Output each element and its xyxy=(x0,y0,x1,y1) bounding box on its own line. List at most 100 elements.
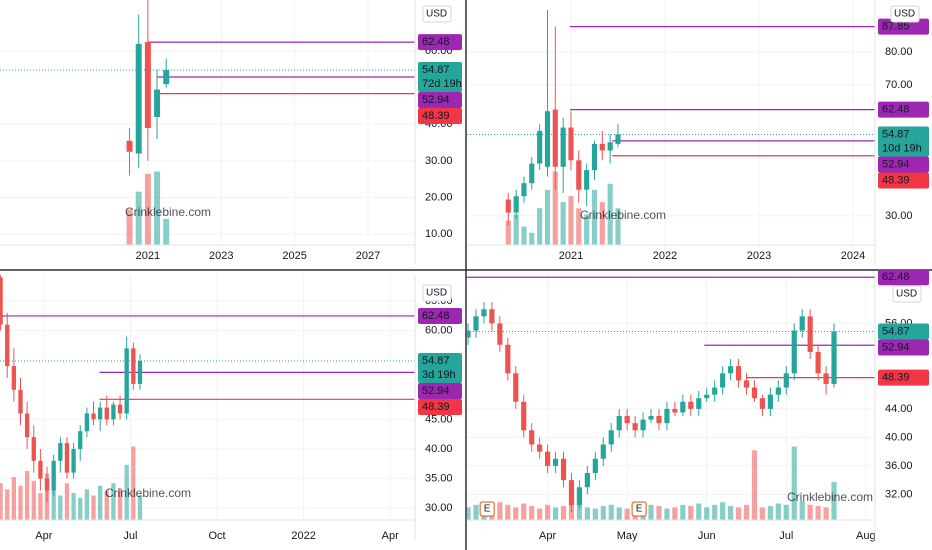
candle-body xyxy=(576,487,583,506)
candle-body xyxy=(505,199,511,213)
candle-body xyxy=(759,398,766,409)
candle-body xyxy=(624,416,630,424)
volume-bar xyxy=(712,504,718,520)
volume-bar xyxy=(497,502,503,520)
volume-bar xyxy=(743,504,750,520)
price-label-box xyxy=(418,34,462,51)
volume-bar xyxy=(38,493,43,520)
volume-bar xyxy=(513,214,519,245)
x-tick-label: 2027 xyxy=(356,250,380,262)
y-tick-label: 30.00 xyxy=(425,502,453,514)
candle-body xyxy=(0,277,3,325)
volume-bar xyxy=(529,506,535,520)
volume-bar xyxy=(735,507,742,520)
candle-body xyxy=(24,413,30,438)
candle-body xyxy=(552,109,558,167)
price-label: 62.48 xyxy=(882,271,910,283)
y-tick-label: 36.00 xyxy=(885,460,913,472)
candle-body xyxy=(672,408,678,413)
volume-bar xyxy=(544,189,551,245)
price-label-box xyxy=(418,382,462,399)
candle-body xyxy=(767,394,773,409)
candle-body xyxy=(807,316,813,352)
candle-body xyxy=(521,401,527,431)
volume-bar xyxy=(473,504,479,520)
volume-bar xyxy=(807,504,813,520)
price-label: 48.39 xyxy=(422,401,450,413)
volume-bar xyxy=(799,500,805,520)
volume-bar xyxy=(521,226,527,245)
volume-bar xyxy=(124,464,129,520)
candle-body xyxy=(537,444,543,452)
currency-box xyxy=(890,5,920,23)
volume-bar xyxy=(97,485,103,520)
volume-bar xyxy=(664,508,670,520)
candle-body xyxy=(111,404,116,420)
volume-bar xyxy=(64,483,70,520)
candle-body xyxy=(544,111,551,167)
y-tick-label: 30.00 xyxy=(425,155,453,167)
volume-bar xyxy=(791,446,797,520)
price-label: 54.87 xyxy=(882,128,910,140)
x-tick-label: May xyxy=(617,530,638,542)
volume-bar xyxy=(529,232,535,245)
volume-bar xyxy=(552,507,559,520)
candle-body xyxy=(497,323,503,345)
candle-body xyxy=(632,423,638,431)
volume-bar xyxy=(576,503,583,520)
candle-body xyxy=(58,443,63,461)
price-label-box xyxy=(418,91,462,108)
candle-body xyxy=(735,366,742,381)
plot-area xyxy=(0,0,415,245)
y-tick-label: 20.00 xyxy=(425,191,453,203)
x-tick-label: Aug xyxy=(856,530,876,542)
y-tick-label: 40.00 xyxy=(425,443,453,455)
price-label-box xyxy=(878,18,929,35)
volume-bar xyxy=(58,495,63,520)
candle-body xyxy=(831,331,837,384)
candle-body xyxy=(51,460,56,491)
price-label-box xyxy=(418,398,462,415)
price-label-box xyxy=(418,352,462,383)
volume-bar xyxy=(0,483,3,520)
volume-bar xyxy=(505,220,511,245)
y-tick-label: 80.00 xyxy=(885,46,913,58)
candle-body xyxy=(513,373,519,402)
watermark: Crinklebine.com xyxy=(580,208,666,222)
volume-bar xyxy=(91,495,96,520)
volume-bar xyxy=(505,504,511,520)
currency-label: USD xyxy=(426,9,447,20)
candle-body xyxy=(656,416,662,424)
y-tick-label: 32.00 xyxy=(885,488,913,500)
volume-bar xyxy=(608,504,614,520)
candle-body xyxy=(126,140,133,152)
currency-box xyxy=(422,284,452,302)
volume-bar xyxy=(131,446,136,520)
volume-bar xyxy=(751,450,758,520)
volume-bar xyxy=(568,196,574,245)
candle-body xyxy=(600,444,606,459)
volume-bar xyxy=(656,506,662,520)
candle-body xyxy=(481,309,487,317)
x-tick-label: Apr xyxy=(382,530,399,542)
x-tick-label: Apr xyxy=(35,530,52,542)
candle-body xyxy=(144,42,151,128)
event-marker xyxy=(479,501,495,517)
candle-body xyxy=(584,170,590,190)
x-tick-label: Jun xyxy=(698,530,716,542)
candle-body xyxy=(97,407,103,420)
volume-bar xyxy=(584,507,590,520)
candle-body xyxy=(489,309,495,324)
candle-body xyxy=(529,430,535,445)
y-tick-label: 44.00 xyxy=(885,403,913,415)
volume-bar xyxy=(135,191,142,245)
candle-body xyxy=(688,401,694,409)
x-tick-label: 2021 xyxy=(136,250,160,262)
candle-body xyxy=(5,324,10,367)
volume-bar xyxy=(144,173,151,245)
candle-body xyxy=(135,43,142,154)
candle-body xyxy=(137,360,143,384)
volume-bar xyxy=(767,506,773,520)
candle-body xyxy=(78,431,83,449)
